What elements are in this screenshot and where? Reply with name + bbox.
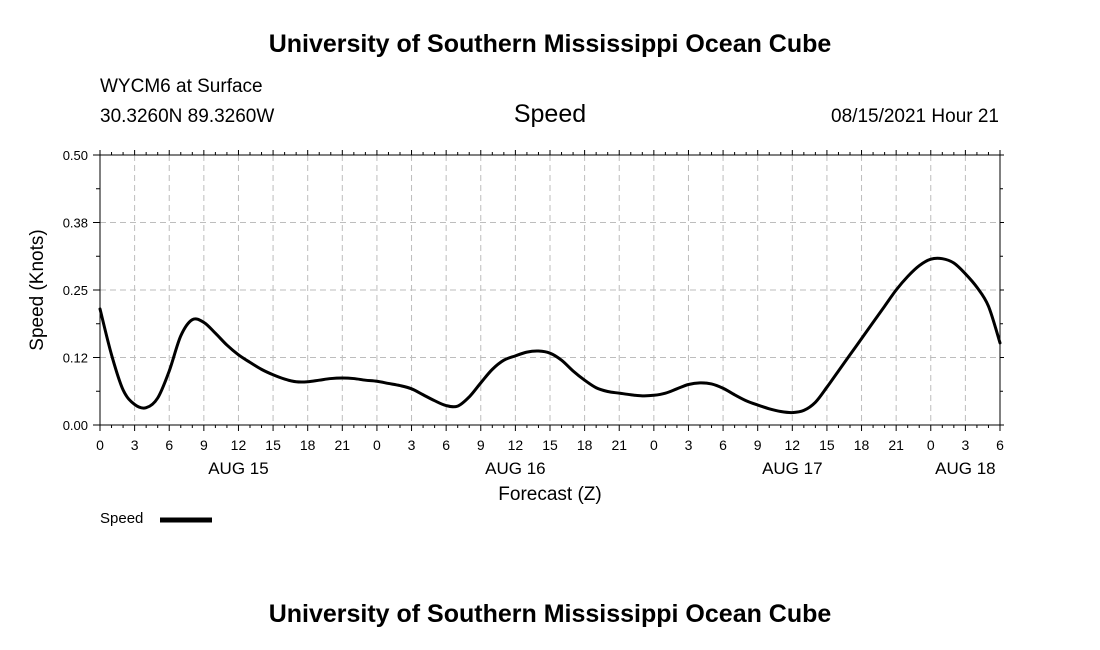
x-tick-label: 15 [542, 437, 558, 453]
x-tick-label: 0 [650, 437, 658, 453]
x-tick-label: 21 [888, 437, 904, 453]
x-tick-label: 3 [408, 437, 416, 453]
y-tick-label: 0.50 [63, 148, 88, 163]
x-tick-label: 21 [335, 437, 351, 453]
chart-title: Speed [513, 100, 587, 128]
x-tick-label: 18 [577, 437, 593, 453]
series-line-speed [98, 256, 1002, 415]
x-tick-label: 15 [819, 437, 835, 453]
date-label: AUG 18 [935, 459, 995, 478]
x-tick-label: 12 [231, 437, 247, 453]
x-tick-label: 0 [927, 437, 935, 453]
x-tick-label: 18 [300, 437, 316, 453]
x-tick-label: 3 [961, 437, 969, 453]
x-tick-label: 6 [442, 437, 450, 453]
x-tick-label: 21 [611, 437, 627, 453]
date-label: AUG 15 [208, 459, 268, 478]
x-tick-label: 18 [854, 437, 870, 453]
x-tick-label: 9 [200, 437, 208, 453]
legend-label: Speed [100, 510, 143, 527]
x-tick-label: 9 [477, 437, 485, 453]
forecast-datetime: 08/15/2021 Hour 21 [831, 106, 999, 127]
x-tick-label: 0 [373, 437, 381, 453]
x-tick-label: 6 [996, 437, 1004, 453]
x-tick-label: 6 [719, 437, 727, 453]
station-coordinates: 30.3260N 89.3260W [100, 106, 275, 127]
x-tick-label: 0 [96, 437, 104, 453]
page-title: University of Southern Mississippi Ocean… [268, 30, 832, 58]
y-tick-label: 0.38 [63, 216, 88, 231]
x-tick-label: 3 [131, 437, 139, 453]
x-tick-label: 9 [754, 437, 762, 453]
plot-frame [99, 154, 1001, 426]
y-tick-label: 0.12 [63, 351, 88, 366]
x-tick-label: 15 [265, 437, 281, 453]
x-tick-label: 3 [685, 437, 693, 453]
y-tick-label: 0.25 [63, 283, 88, 298]
y-axis-title: Speed (Knots) [27, 229, 48, 350]
footer-title: University of Southern Mississippi Ocean… [268, 600, 832, 628]
date-label: AUG 16 [485, 459, 545, 478]
x-tick-label: 12 [508, 437, 524, 453]
station-label: WYCM6 at Surface [100, 76, 263, 97]
x-axis-title: Forecast (Z) [498, 484, 601, 505]
date-label: AUG 17 [762, 459, 822, 478]
x-tick-label: 12 [785, 437, 801, 453]
x-tick-label: 6 [165, 437, 173, 453]
y-tick-label: 0.00 [63, 418, 88, 433]
